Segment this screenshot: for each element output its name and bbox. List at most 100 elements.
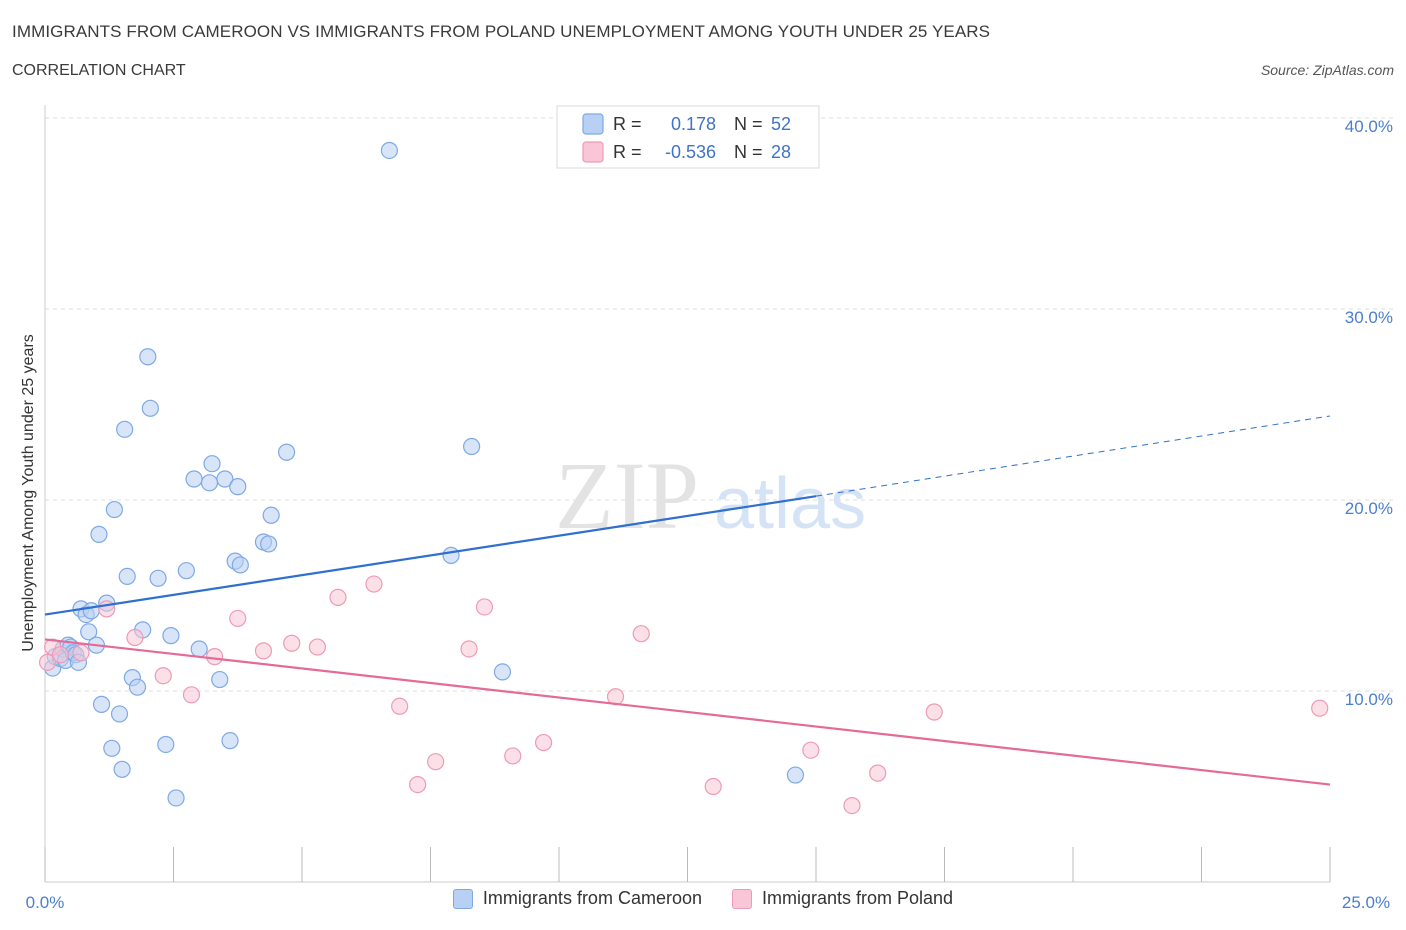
- poland-point: [843, 796, 861, 815]
- cameroon-point: [262, 506, 280, 524]
- poland-point: [254, 642, 273, 660]
- cameroon-point: [190, 640, 208, 658]
- legend-r-value-poland: -0.536: [665, 142, 716, 162]
- legend-label-cameroon: Immigrants from Cameroon: [482, 888, 702, 908]
- poland-point: [182, 686, 201, 704]
- cameroon-point: [105, 500, 123, 519]
- poland-point: [329, 588, 347, 607]
- grid-lines: [45, 117, 1395, 692]
- cameroon-point: [221, 732, 239, 750]
- cameroon-point: [162, 627, 180, 645]
- legend-n-value-poland: 28: [771, 142, 791, 162]
- watermark-atlas: atlas: [714, 464, 866, 544]
- legend-item-cameroon: Immigrants from Cameroon: [452, 888, 702, 909]
- legend-n-value-cameroon: 52: [771, 114, 791, 134]
- legend-label-poland: Immigrants from Poland: [761, 888, 954, 908]
- poland-point: [409, 775, 427, 794]
- chart-subtitle: CORRELATION CHART: [12, 62, 186, 79]
- y-tick-label-40: 40.0%: [1345, 117, 1393, 136]
- cameroon-point: [167, 789, 185, 807]
- trend-lines: [44, 415, 1331, 786]
- legend-n-label-cameroon: N =: [734, 114, 763, 134]
- poland-point: [72, 644, 90, 662]
- x-axis-ticks: [44, 847, 1331, 882]
- cameroon-point: [141, 399, 159, 417]
- series-legend: Immigrants from Cameroon Immigrants from…: [0, 888, 1406, 909]
- cameroon-point: [157, 735, 175, 754]
- poland-point: [308, 638, 327, 656]
- legend-item-poland: Immigrants from Poland: [731, 888, 954, 909]
- cameroon-point: [185, 470, 203, 488]
- legend-r-value-cameroon: 0.178: [671, 114, 716, 134]
- cameroon-point: [118, 567, 136, 586]
- cameroon-point: [231, 556, 249, 574]
- legend-r-label-cameroon: R =: [613, 114, 642, 134]
- poland-point: [365, 575, 383, 593]
- poland-point: [154, 667, 172, 685]
- poland-point: [504, 747, 522, 765]
- poland-point: [229, 609, 247, 628]
- y-tick-label-30: 30.0%: [1345, 308, 1393, 327]
- legend-n-label-poland: N =: [734, 142, 763, 162]
- series-cameroon-points: [44, 141, 805, 807]
- poland-point: [632, 625, 650, 643]
- y-axis-tick-labels: 10.0% 20.0% 30.0% 40.0%: [1345, 117, 1393, 709]
- cameroon-point: [128, 678, 147, 696]
- cameroon-point: [92, 695, 111, 713]
- poland-point: [126, 628, 144, 647]
- correlation-legend: R = 0.178 N = 52 R = -0.536 N = 28: [556, 105, 820, 169]
- poland-point: [704, 777, 722, 796]
- y-tick-label-10: 10.0%: [1345, 690, 1393, 709]
- chart-title: IMMIGRANTS FROM CAMEROON VS IMMIGRANTS F…: [12, 22, 991, 41]
- cameroon-point: [90, 525, 108, 543]
- cameroon-point: [463, 437, 481, 456]
- cameroon-point: [177, 562, 195, 580]
- y-tick-label-20: 20.0%: [1345, 499, 1393, 518]
- poland-point: [391, 697, 409, 715]
- cameroon-point: [277, 443, 296, 461]
- source-label: Source: ZipAtlas.com: [1260, 62, 1394, 78]
- poland-point: [206, 648, 224, 666]
- cameroon-point: [493, 663, 512, 681]
- series-poland-points: [38, 575, 1329, 815]
- cameroon-point: [203, 455, 221, 473]
- poland-point: [38, 653, 57, 671]
- legend-swatch-poland-bottom: [731, 888, 752, 909]
- x-tick-label-max: 25.0%: [1342, 893, 1390, 912]
- cameroon-point: [200, 474, 219, 492]
- cameroon-point: [103, 739, 121, 757]
- poland-point: [283, 634, 301, 652]
- cameroon-point: [216, 470, 234, 488]
- poland-point: [534, 733, 553, 752]
- cameroon-point: [786, 766, 805, 784]
- cameroon-point: [139, 348, 157, 366]
- legend-swatch-cameroon-bottom: [452, 888, 473, 909]
- cameroon-point: [380, 141, 398, 160]
- poland-point: [802, 741, 820, 759]
- poland-point: [1311, 699, 1329, 717]
- poland-point: [427, 753, 445, 771]
- cameroon-point: [113, 760, 131, 778]
- cameroon-point: [149, 569, 167, 587]
- cameroon-point: [116, 420, 134, 438]
- poland-point: [460, 640, 478, 658]
- legend-r-label-poland: R =: [613, 142, 642, 162]
- watermark-zip: ZIP: [555, 442, 699, 549]
- cameroon-trend-extension: [815, 415, 1331, 497]
- y-axis-label: Unemployment Among Youth under 25 years: [20, 334, 37, 652]
- poland-trend-line: [44, 638, 1331, 786]
- cameroon-trend-line: [44, 495, 817, 616]
- legend-swatch-cameroon: [582, 113, 604, 135]
- cameroon-point: [82, 602, 100, 620]
- poland-point: [475, 598, 494, 616]
- poland-point: [51, 646, 70, 664]
- cameroon-point: [442, 546, 460, 564]
- cameroon-point: [229, 478, 247, 496]
- cameroon-point: [259, 535, 278, 553]
- cameroon-point: [211, 670, 229, 689]
- poland-point: [869, 764, 887, 782]
- cameroon-point: [110, 705, 129, 723]
- poland-point: [925, 703, 943, 721]
- cameroon-point: [80, 623, 98, 641]
